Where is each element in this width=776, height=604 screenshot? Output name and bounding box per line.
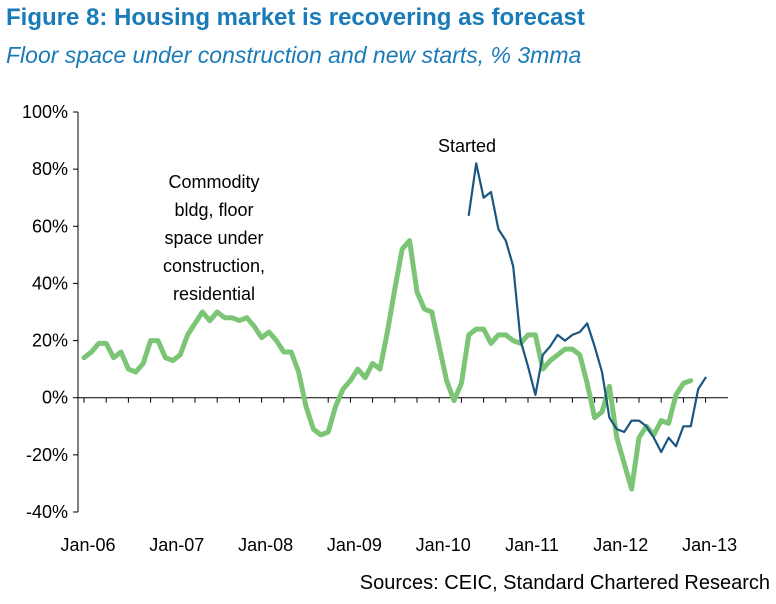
- x-tick-label: Jan-07: [149, 535, 204, 555]
- y-tick-label: 0%: [42, 388, 68, 408]
- y-tick-label: 100%: [22, 102, 68, 122]
- x-tick-label: Jan-09: [327, 535, 382, 555]
- series-line-construction: [81, 238, 694, 492]
- x-axis-ticks: Jan-06 Jan-07 Jan-08 Jan-09 Jan-10 Jan-11 Jan-…: [60, 397, 737, 555]
- y-tick-label: 40%: [32, 273, 68, 293]
- x-tick-label: Jan-11: [505, 535, 559, 555]
- y-tick-label: 60%: [32, 216, 68, 236]
- chart-axes: [77, 112, 728, 512]
- y-tick-label: -40%: [26, 502, 68, 522]
- x-tick-label: Jan-06: [60, 535, 115, 555]
- annotation-label: residential: [173, 284, 255, 304]
- chart-series: [81, 162, 707, 492]
- y-tick-label: -20%: [26, 445, 68, 465]
- annotation-label: construction,: [163, 256, 265, 276]
- annotation-label: space under: [164, 228, 263, 248]
- chart-subtitle: Floor space under construction and new s…: [6, 42, 582, 68]
- x-tick-label: Jan-13: [682, 535, 737, 555]
- x-tick-label: Jan-10: [416, 535, 471, 555]
- annotation-label: Commodity: [168, 172, 259, 192]
- annotation-label: bldg, floor: [174, 200, 253, 220]
- chart-title: Figure 8: Housing market is recovering a…: [6, 4, 585, 31]
- x-tick-label: Jan-08: [238, 535, 293, 555]
- x-tick-label: Jan-12: [593, 535, 648, 555]
- line-chart: -40%-20%0%20%40%60%80%100% Jan-06 Jan-07 J…: [22, 102, 737, 555]
- annotation-label: Started: [438, 136, 496, 156]
- chart-annotations: Commodity bldg, floor space under construct…: [163, 136, 496, 304]
- y-tick-label: 80%: [32, 159, 68, 179]
- source-note: Sources: CEIC, Standard Chartered Resear…: [359, 572, 770, 594]
- y-tick-label: 20%: [32, 331, 68, 351]
- y-axis-ticks: -40% -20% 0% 20% 40% 60% 80% 100%: [22, 102, 78, 522]
- series-line-started: [467, 162, 707, 454]
